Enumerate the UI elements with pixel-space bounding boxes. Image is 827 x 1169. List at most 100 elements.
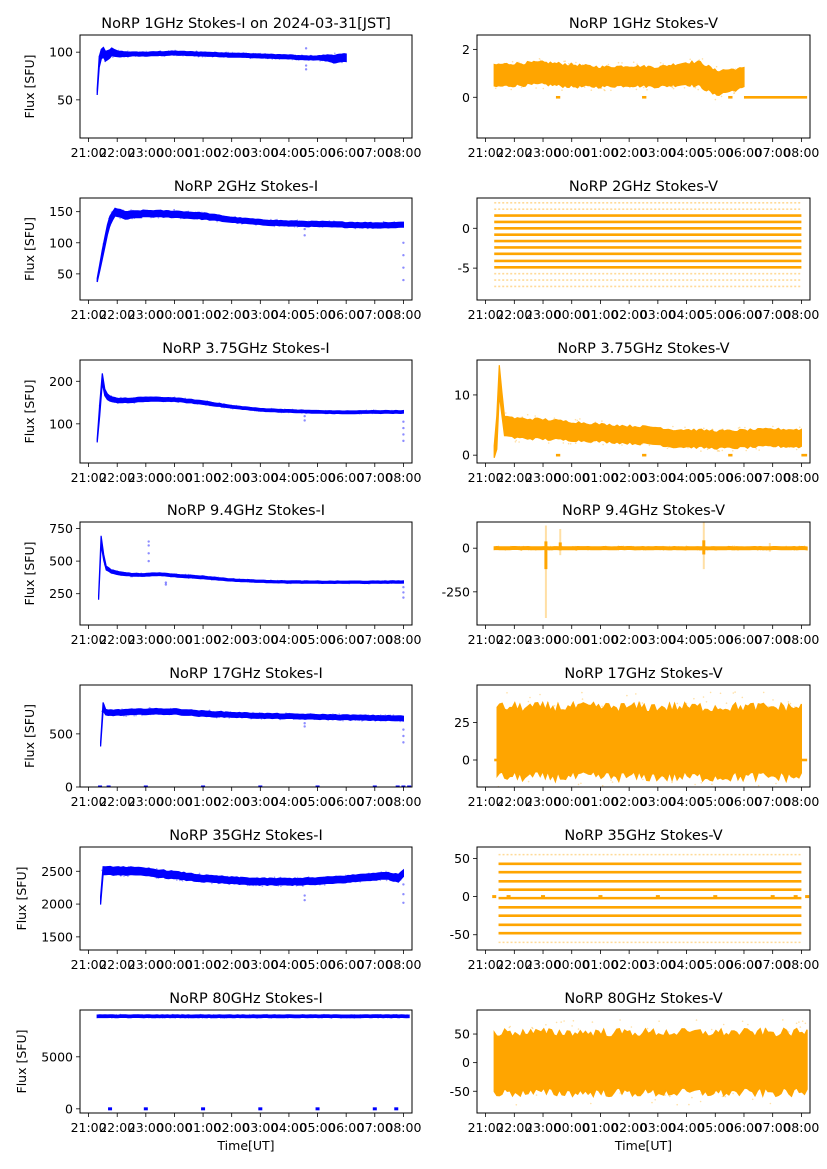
x-tick-label: 23:00: [525, 957, 561, 972]
data-point: [359, 881, 362, 883]
data-zero-point: [805, 895, 810, 899]
data-point: [170, 576, 172, 578]
x-tick-label: 02:00: [214, 794, 250, 809]
x-tick-label: 23:00: [525, 307, 561, 322]
x-tick-label: 00:00: [156, 632, 192, 647]
x-tick-label: 02:00: [611, 632, 647, 647]
data-point: [370, 409, 373, 412]
y-axis-label: Flux [SFU]: [22, 55, 37, 119]
x-tick-label: 01:00: [582, 145, 618, 160]
chart-title: NoRP 1GHz Stokes-V: [569, 16, 718, 32]
data-point: [206, 400, 209, 402]
data-point: [179, 879, 181, 882]
data-point: [724, 1093, 726, 1096]
data-point: [148, 706, 151, 709]
data-point: [605, 440, 608, 443]
data-point: [310, 59, 313, 61]
data-point: [759, 545, 762, 548]
x-tick-label: 05:00: [697, 794, 733, 809]
data-zero-point: [770, 895, 775, 899]
data-point: [187, 577, 190, 579]
x-tick-label: 01:00: [185, 1120, 221, 1135]
data-point: [772, 425, 774, 428]
x-tick-label: 23:00: [128, 145, 164, 160]
data-point: [711, 428, 714, 431]
x-tick-label: 22:00: [496, 470, 532, 485]
data-point: [526, 61, 529, 63]
data-point: [258, 877, 260, 879]
data-point: [218, 716, 220, 718]
data-zero-point: [258, 785, 263, 787]
data-point: [748, 1029, 750, 1031]
data-point: [301, 1014, 304, 1016]
data-point: [210, 1017, 212, 1019]
data-point: [610, 779, 612, 781]
data-point: [328, 220, 331, 222]
data-point: [577, 783, 580, 786]
data-point: [219, 1017, 222, 1019]
data-point: [390, 582, 393, 584]
data-point: [246, 884, 249, 887]
data-point: [580, 1031, 582, 1033]
data-point: [641, 702, 644, 704]
data-point: [303, 713, 305, 715]
y-tick-label: 100: [49, 416, 73, 431]
data-outlier: [402, 266, 405, 269]
plot-area: [493, 1019, 808, 1106]
data-point: [776, 776, 778, 778]
data-point: [788, 446, 791, 448]
data-point: [568, 62, 570, 65]
data-point: [511, 60, 514, 63]
data-outlier: [147, 559, 150, 563]
data-point: [694, 86, 697, 89]
data-point: [295, 408, 298, 411]
data-point: [504, 549, 507, 551]
data-point: [494, 87, 497, 90]
data-point: [544, 1030, 547, 1033]
data-point: [601, 705, 603, 708]
x-tick-label: 02:00: [611, 470, 647, 485]
data-point: [234, 216, 236, 218]
data-point: [400, 879, 402, 881]
x-tick-label: 22:00: [99, 632, 135, 647]
data-point: [239, 217, 241, 219]
data-point: [127, 875, 129, 878]
data-point: [220, 406, 223, 408]
data-point: [371, 412, 374, 415]
data-point: [275, 219, 277, 222]
x-tick-label: 01:00: [185, 794, 221, 809]
data-point: [353, 1017, 356, 1019]
data-point: [176, 54, 178, 57]
data-point: [98, 55, 100, 57]
y-tick-label: -50: [450, 927, 470, 942]
data-point: [169, 707, 172, 710]
data-point: [179, 216, 182, 219]
x-tick-label: 04:00: [669, 794, 705, 809]
data-point: [636, 63, 638, 65]
data-point: [218, 214, 220, 216]
data-band-stokes-v: [493, 1027, 808, 1099]
data-point: [246, 581, 249, 583]
data-point: [134, 55, 137, 57]
data-outlier: [303, 722, 306, 725]
data-point: [111, 709, 113, 711]
data-band-stokes-i: [96, 207, 404, 283]
data-point: [669, 1095, 671, 1098]
data-point: [297, 59, 300, 61]
data-point: [112, 56, 114, 58]
x-tick-label: 07:00: [755, 1120, 791, 1135]
subplot-4: NoRP 2GHz Stokes-V -5 0 21:0022:0023:0000:0…: [458, 179, 820, 322]
data-point: [187, 210, 190, 213]
data-point: [133, 217, 136, 219]
data-point: [631, 86, 634, 88]
data-point: [233, 577, 235, 580]
data-point: [184, 879, 187, 881]
data-point: [218, 402, 221, 404]
x-tick-label: 08:00: [783, 957, 819, 972]
data-point: [345, 714, 348, 716]
data-point: [105, 569, 108, 571]
data-point: [634, 1091, 637, 1094]
data-zero-point: [108, 1107, 113, 1111]
data-point: [261, 885, 264, 888]
x-tick-label: 04:00: [669, 470, 705, 485]
